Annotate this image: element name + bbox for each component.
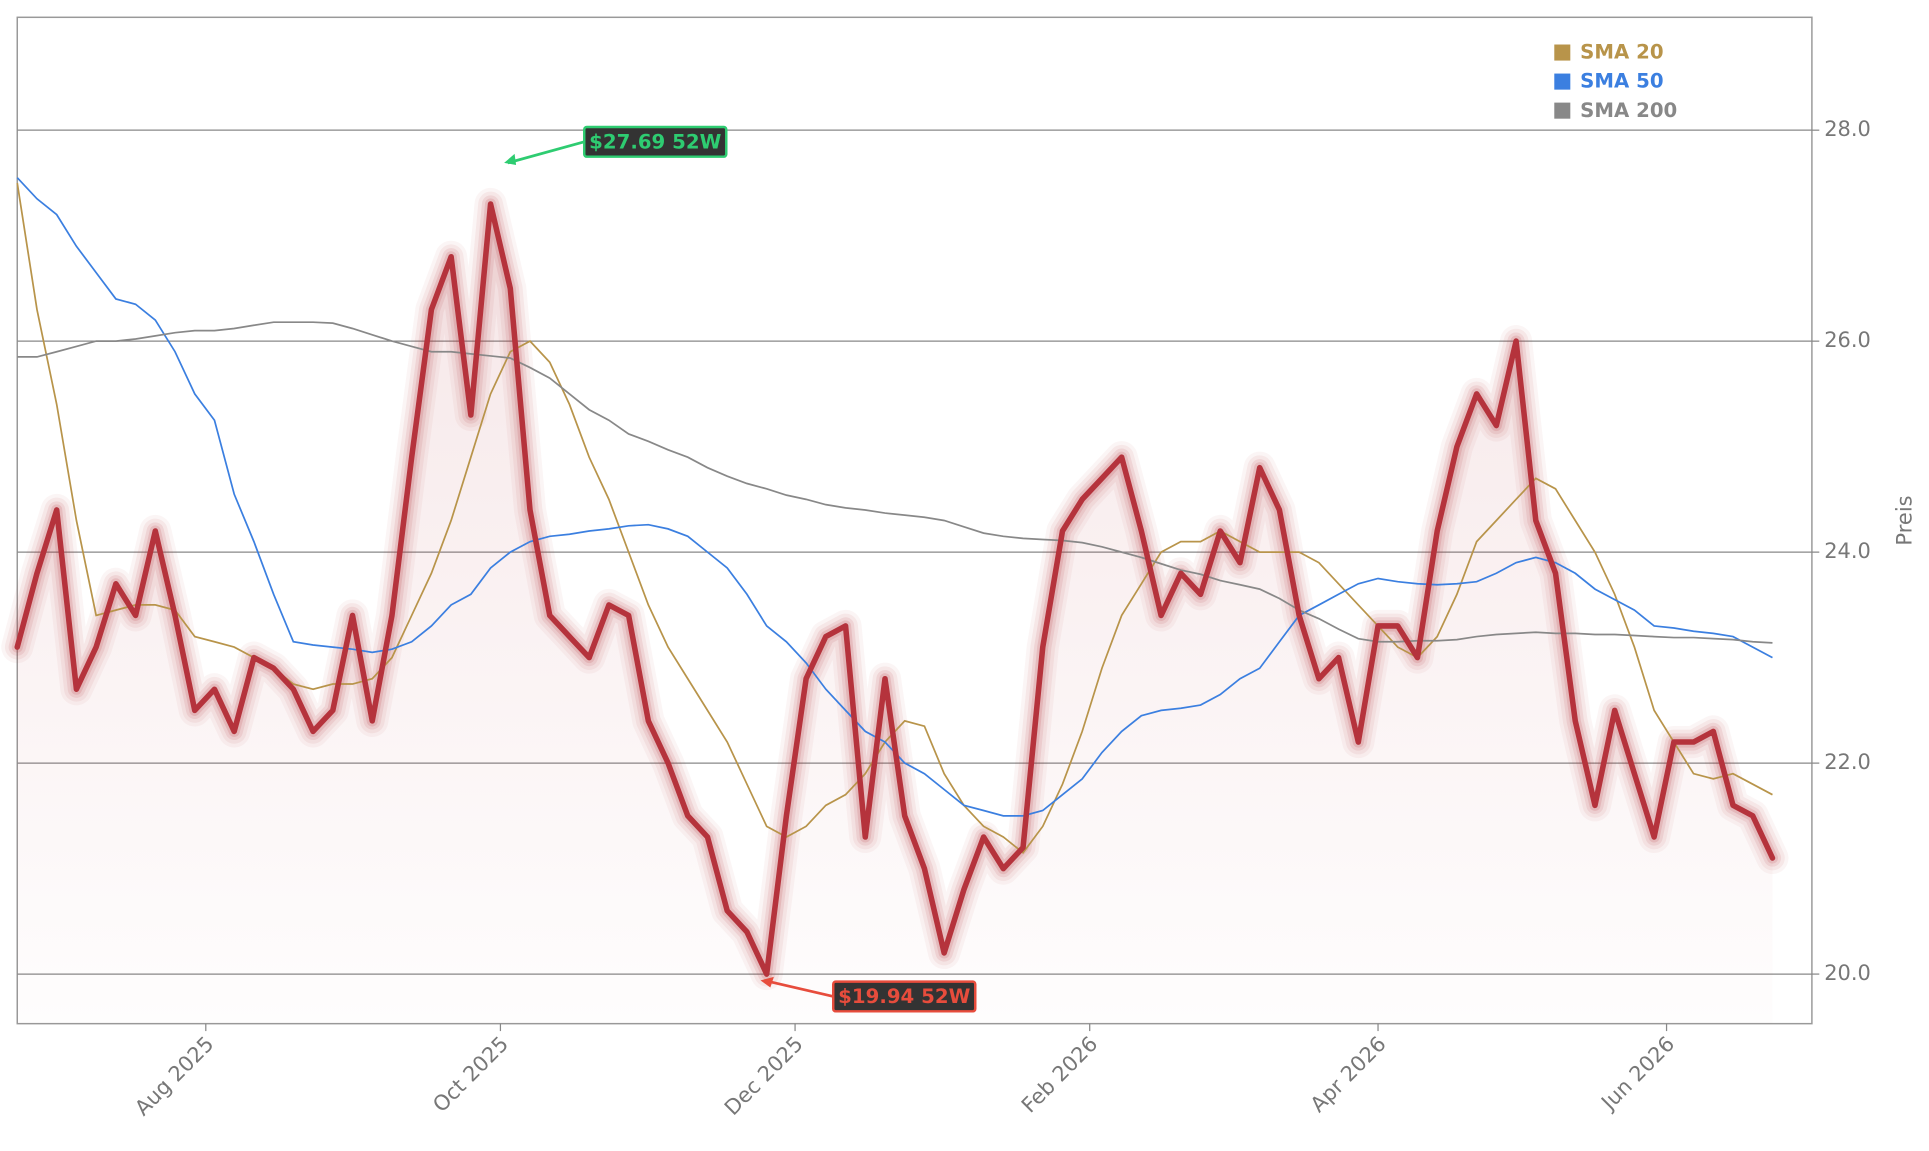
legend-label: SMA 20 [1580,41,1663,64]
annotation-label: $19.94 52W [838,985,970,1008]
annotation-label: $27.69 52W [589,131,721,154]
legend-swatch [1554,44,1571,61]
y-tick-label: 22.0 [1824,750,1871,774]
annotation-arrow [507,140,585,165]
legend-swatch [1554,102,1571,119]
annotation-arrowhead [760,976,774,988]
y-tick-label: 28.0 [1824,117,1871,141]
annotation-arrowhead [504,153,517,165]
sma-line [17,321,1773,644]
x-tick-label: Aug 2025 [130,1032,218,1121]
annotation: $19.94 52W [760,976,977,1013]
y-tick-label: 20.0 [1824,961,1871,985]
y-tick-label: 26.0 [1824,328,1871,352]
legend-swatch [1554,73,1571,90]
y-tick-label: 24.0 [1824,539,1871,563]
x-tick-label: Jun 2026 [1595,1032,1679,1116]
price-line [14,201,1776,977]
x-tick-label: Feb 2026 [1017,1032,1103,1118]
annotation-box [583,125,728,158]
legend-label: SMA 200 [1580,99,1677,122]
x-tick-label: Dec 2025 [720,1032,808,1120]
legend-label: SMA 50 [1580,70,1663,93]
y-axis-label: Preis [1893,495,1917,545]
annotation-box [831,980,977,1013]
x-tick-label: Apr 2026 [1306,1032,1391,1117]
price-area [17,203,1773,1024]
x-tick-label: Oct 2025 [428,1032,513,1117]
annotation: $27.69 52W [504,125,728,165]
annotation-arrow [763,979,834,998]
